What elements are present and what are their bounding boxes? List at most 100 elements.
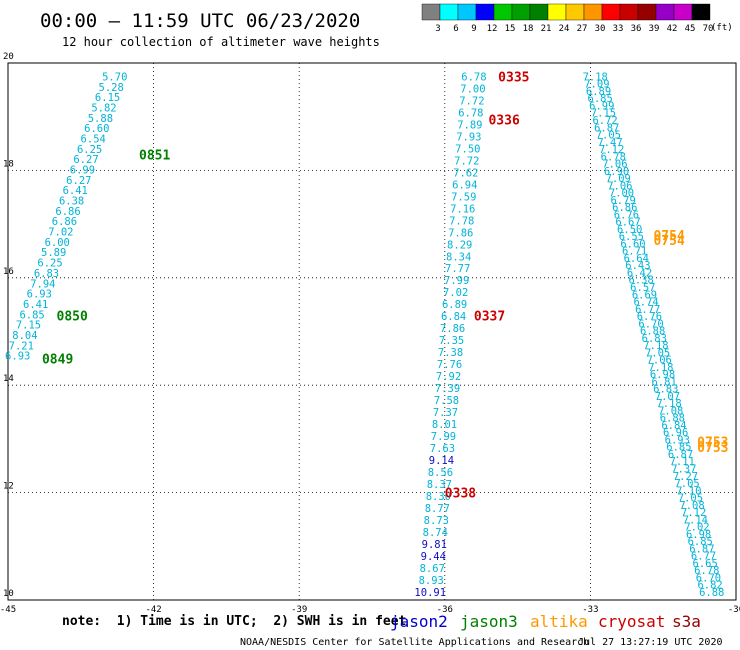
wave-height-point: 7.06: [602, 159, 627, 171]
time-label: 0337: [474, 309, 505, 324]
wave-height-point: 6.41: [63, 185, 88, 197]
wave-height-point: 8.74: [423, 527, 448, 539]
wave-height-point: 6.70: [638, 318, 663, 330]
wave-height-point: 7.05: [674, 478, 699, 490]
y-tick-label: 18: [3, 159, 14, 169]
colorbar-swatch: [493, 3, 513, 21]
x-tick-label: -36: [437, 605, 453, 615]
wave-height-point: 7.62: [453, 167, 478, 179]
colorbar-swatch: [691, 3, 711, 21]
wave-height-point: 5.28: [99, 82, 124, 94]
wave-height-point: 6.86: [52, 216, 77, 228]
plot-frame: [7, 62, 737, 601]
wave-height-point: 6.87: [594, 122, 619, 134]
wave-height-point: 6.70: [696, 572, 721, 584]
wave-height-point: 7.10: [676, 485, 701, 497]
wave-height-point: 6.42: [627, 267, 652, 279]
wave-height-point: 10.91: [414, 587, 446, 599]
wave-height-point: 8.73: [424, 515, 449, 527]
colorbar-label: 15: [505, 24, 516, 34]
wave-height-point: 7.99: [431, 431, 456, 443]
wave-height-point: 5.89: [41, 247, 66, 259]
colorbar-label: 12: [487, 24, 498, 34]
wave-height-point: 7.58: [434, 395, 459, 407]
wave-height-point: 6.93: [27, 289, 52, 301]
satellite-legend: jason2 jason3 altika cryosat s3a: [390, 612, 701, 631]
wave-height-point: 7.02: [443, 287, 468, 299]
wave-height-point: 8.34: [446, 251, 471, 263]
colorbar-swatch: [529, 3, 549, 21]
colorbar-label: 45: [685, 24, 696, 34]
series-cryosat: 6.787.007.726.787.897.937.507.727.626.94…: [414, 70, 529, 599]
wave-height-point: 7.06: [607, 180, 632, 192]
time-label: 0338: [445, 487, 476, 502]
y-tick-label: 16: [3, 267, 14, 277]
wave-height-point: 6.41: [23, 299, 48, 311]
wave-height-point: 8.04: [12, 330, 37, 342]
wave-height-point: 5.82: [91, 102, 116, 114]
wave-height-point: 6.77: [691, 551, 716, 563]
y-tick-label: 20: [3, 52, 14, 62]
wave-height-point: 6.69: [632, 289, 657, 301]
wave-height-point: 7.08: [679, 500, 704, 512]
wave-height-point: 6.76: [614, 209, 639, 221]
x-tick-label: -45: [0, 605, 16, 615]
wave-height-point: 6.78: [458, 107, 483, 119]
colorbar-label: 21: [541, 24, 552, 34]
time-label: 0754: [653, 234, 684, 249]
colorbar-swatch: [439, 3, 459, 21]
wave-height-point: 6.87: [689, 543, 714, 555]
wave-height-point: 5.70: [102, 71, 127, 83]
wave-height-point: 7.12: [599, 144, 624, 156]
wave-height-point: 6.88: [660, 413, 685, 425]
wave-height-point: 6.38: [59, 196, 84, 208]
wave-height-point: 6.15: [95, 92, 120, 104]
plot-area: -45-42-39-36-33-301012141618205.705.286.…: [0, 52, 740, 615]
wave-height-point: 5.88: [88, 113, 113, 125]
wave-height-point: 6.76: [637, 311, 662, 323]
time-label: 0753: [697, 436, 728, 451]
wave-height-point: 7.02: [684, 522, 709, 534]
y-tick-label: 10: [3, 589, 14, 599]
satellite-legend-entry: jason2: [390, 612, 448, 631]
wave-height-point: 7.93: [456, 131, 481, 143]
wave-height-point: 6.78: [601, 151, 626, 163]
footer-credit: NOAA/NESDIS Center for Satellite Applica…: [240, 637, 589, 648]
wave-height-point: 7.94: [30, 278, 55, 290]
wave-height-point: 7.89: [457, 119, 482, 131]
wave-height-point: 7.92: [436, 371, 461, 383]
wave-height-point: 6.25: [37, 258, 62, 270]
wave-height-point: 7.18: [583, 71, 608, 83]
colorbar-label: 30: [595, 24, 606, 34]
wave-height-point: 7.14: [683, 514, 708, 526]
time-label: 0849: [42, 352, 73, 367]
wave-height-point: 8.77: [425, 503, 450, 515]
wave-height-point: 6.55: [619, 231, 644, 243]
wave-height-point: 6.93: [5, 351, 30, 363]
wave-height-point: 6.79: [610, 195, 635, 207]
wave-height-point: 7.09: [584, 79, 609, 91]
wave-height-point: 6.85: [588, 93, 613, 105]
wave-height-point: 7.15: [16, 320, 41, 332]
y-tick-label: 12: [3, 482, 14, 492]
wave-height-point: 6.54: [81, 133, 106, 145]
wave-height-point: 7.00: [460, 83, 485, 95]
satellite-legend-entry: cryosat: [598, 612, 665, 631]
time-label: 0851: [139, 148, 170, 163]
wave-height-point: 6.74: [633, 297, 658, 309]
wave-height-point: 7.11: [670, 456, 695, 468]
wave-height-point: 6.83: [642, 333, 667, 345]
wave-height-point: 6.89: [586, 86, 611, 98]
wave-height-point: 6.65: [693, 558, 718, 570]
series-jason3: 5.705.286.155.825.886.606.546.256.276.99…: [5, 71, 170, 367]
wave-height-point: 6.99: [70, 165, 95, 177]
wave-height-point: 6.71: [622, 246, 647, 258]
wave-height-point: 6.84: [661, 420, 686, 432]
wave-height-point: 8.29: [447, 239, 472, 251]
wave-height-point: 7.18: [648, 362, 673, 374]
x-tick-label: -42: [145, 605, 161, 615]
colorbar-swatch: [475, 3, 495, 21]
wave-height-point: 9.81: [422, 539, 447, 551]
colorbar-swatch: [565, 3, 585, 21]
wave-height-point: 7.12: [681, 507, 706, 519]
